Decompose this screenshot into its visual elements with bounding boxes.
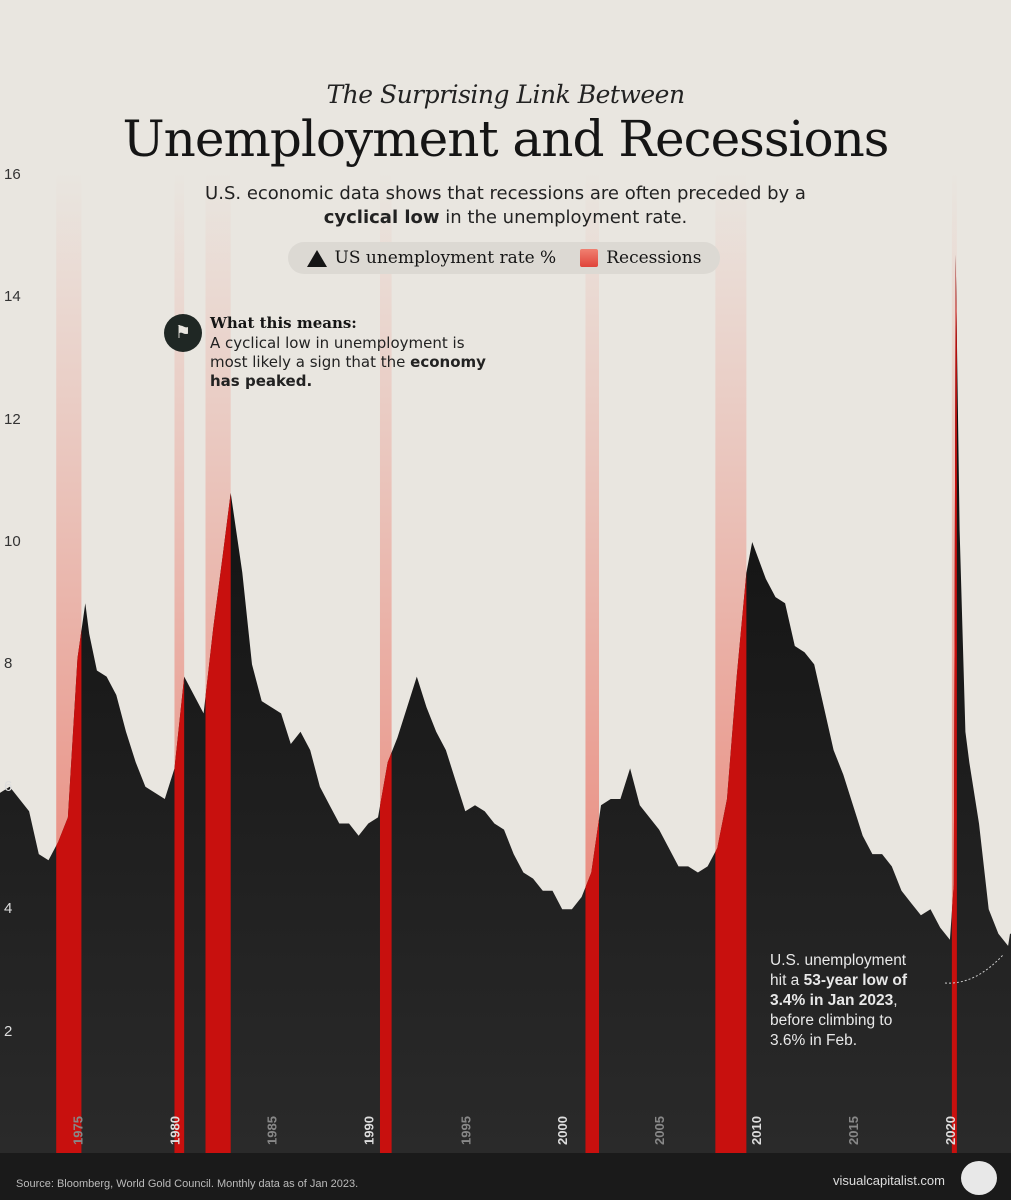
recession-band-fade (379, 170, 392, 1154)
note-text: 3.6% in Feb. (770, 1032, 858, 1049)
mountain-flag-icon: ⚑ (164, 314, 202, 352)
y-tick-label: 2 (4, 1022, 13, 1040)
x-tick-label: 1985 (264, 1116, 279, 1145)
x-tick-label: 1990 (361, 1116, 376, 1145)
legend-label: Recessions (606, 248, 702, 268)
y-tick-label: 6 (4, 777, 13, 795)
callout-body: A cyclical low in unemployment is most l… (210, 334, 490, 391)
x-tick-label: 2005 (652, 1116, 667, 1145)
x-tick-label: 2000 (555, 1116, 570, 1145)
visual-capitalist-logo-icon (961, 1161, 997, 1195)
subtitle-text: U.S. economic data shows that recessions… (205, 183, 806, 204)
legend-label: US unemployment rate % (334, 248, 557, 268)
y-tick-label: 4 (4, 900, 13, 918)
recession-band (951, 254, 957, 1154)
kicker: The Surprising Link Between (326, 80, 685, 109)
x-tick-label: 2010 (749, 1116, 764, 1145)
square-icon (580, 249, 599, 267)
callout-heading: What this means: (210, 314, 357, 332)
subtitle-text-end: in the unemployment rate. (439, 207, 688, 228)
source-text: Source: Bloomberg, World Gold Council. M… (16, 1178, 359, 1190)
note-text: U.S. unemployment (770, 952, 907, 969)
note-text: hit a (770, 972, 804, 989)
note-bold: 3.4% in Jan 2023 (770, 992, 894, 1009)
y-tick-label: 16 (4, 165, 21, 183)
legend: US unemployment rate % Recessions (288, 242, 720, 274)
callout-text: A cyclical low in unemployment is most l… (210, 334, 465, 371)
recession-band-fade (174, 170, 185, 1154)
y-tick-label: 10 (4, 533, 21, 550)
recession-band-fade (951, 170, 957, 1154)
x-tick-label: 1995 (458, 1116, 473, 1145)
annotation-low: U.S. unemployment hit a 53-year low of 3… (770, 951, 907, 1051)
x-tick-label: 1975 (71, 1116, 86, 1145)
brand-link[interactable]: visualcapitalist.com (833, 1173, 945, 1188)
note-text: , (893, 992, 898, 1009)
y-tick-label: 14 (4, 288, 21, 306)
note-bold: 53-year low of (803, 972, 907, 989)
footer: Source: Bloomberg, World Gold Council. M… (0, 1153, 1011, 1200)
subtitle: U.S. economic data shows that recessions… (0, 182, 1011, 230)
legend-item-recessions: Recessions (580, 248, 701, 268)
legend-item-unemployment: US unemployment rate % (306, 248, 557, 268)
y-tick-label: 8 (4, 655, 13, 673)
y-tick-label: 12 (4, 410, 21, 428)
callout-bold: economy has peaked. (210, 353, 486, 390)
triangle-icon (306, 249, 327, 267)
page-title: Unemployment and Recessions (122, 110, 890, 168)
x-tick-label: 2015 (846, 1116, 861, 1145)
x-tick-label: 2020 (943, 1116, 958, 1145)
subtitle-bold: cyclical low (323, 207, 440, 228)
x-tick-label: 1980 (167, 1116, 182, 1145)
unemployment-area (0, 254, 1011, 1154)
note-text: before climbing to (770, 1012, 893, 1029)
